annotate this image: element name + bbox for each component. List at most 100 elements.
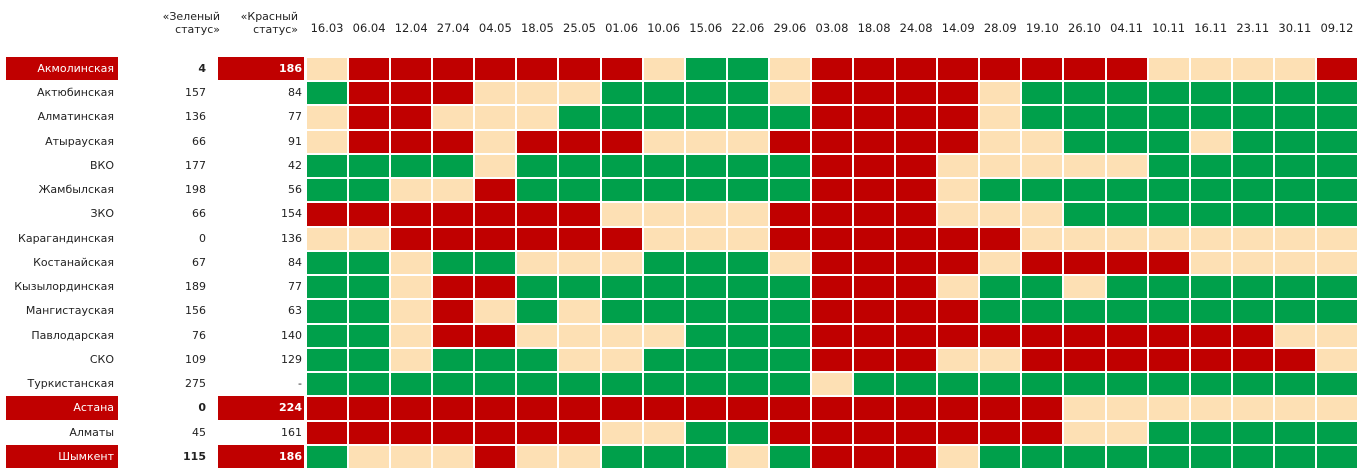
status-cell	[432, 444, 475, 469]
status-cell	[768, 57, 811, 82]
red-count: 186	[218, 57, 304, 81]
status-cell	[684, 444, 727, 469]
status-cell	[1021, 250, 1064, 276]
status-cell	[1273, 105, 1316, 130]
status-cell	[1231, 178, 1274, 203]
status-cell	[600, 226, 643, 251]
status-cell	[390, 129, 433, 154]
status-cell	[810, 226, 854, 251]
status-cell	[558, 347, 601, 373]
status-cell	[726, 372, 769, 397]
status-cell	[895, 250, 938, 276]
status-cell	[558, 202, 601, 227]
status-cell	[1147, 105, 1190, 130]
red-count: 84	[288, 255, 302, 269]
status-cell	[600, 105, 643, 130]
date-label: 26.10	[1068, 21, 1101, 35]
status-cell	[1273, 81, 1316, 106]
status-cell	[895, 347, 938, 373]
status-cell	[1315, 153, 1358, 179]
status-cell	[937, 178, 980, 203]
status-cell	[726, 250, 769, 276]
status-cell	[642, 323, 685, 348]
status-cell	[1231, 444, 1274, 469]
status-cell	[1315, 275, 1358, 300]
status-cell	[1189, 202, 1232, 227]
status-cell	[1315, 372, 1358, 397]
status-cell	[642, 396, 685, 421]
status-cell	[684, 372, 727, 397]
status-cell	[1063, 105, 1106, 130]
status-cell	[516, 347, 559, 373]
status-cell	[474, 444, 517, 469]
status-cell	[558, 396, 601, 421]
status-cell	[810, 81, 854, 106]
status-cell	[1063, 275, 1106, 300]
status-cell	[810, 299, 854, 324]
status-cell	[348, 153, 391, 179]
status-cell	[348, 299, 391, 324]
status-cell	[306, 57, 349, 82]
green-count: 189	[185, 280, 206, 294]
date-label: 18.05	[520, 21, 554, 35]
status-cell	[810, 178, 854, 203]
green-count: 177	[185, 158, 206, 172]
status-cell	[937, 275, 980, 300]
status-cell	[348, 81, 391, 106]
status-cell	[1147, 226, 1190, 251]
date-label: 12.04	[394, 21, 428, 35]
status-cell	[1231, 420, 1274, 445]
status-cell	[600, 275, 643, 300]
status-cell	[1231, 202, 1274, 227]
status-cell	[1021, 81, 1064, 106]
status-cell	[937, 299, 980, 324]
status-cell	[979, 57, 1022, 82]
status-cell	[979, 372, 1022, 397]
status-cell	[979, 420, 1022, 445]
red-count: 161	[281, 425, 302, 439]
status-cell	[474, 153, 517, 179]
status-cell	[1021, 129, 1064, 154]
status-cell	[1273, 275, 1316, 300]
status-cell	[768, 202, 811, 227]
status-cell	[895, 178, 938, 203]
status-cell	[558, 420, 601, 445]
status-cell	[726, 129, 769, 154]
status-cell	[895, 81, 938, 106]
region-name: Жамбылская	[38, 183, 114, 197]
status-cell	[390, 250, 433, 276]
status-cell	[390, 323, 433, 348]
status-cell	[937, 81, 980, 106]
status-cell	[1231, 323, 1274, 348]
status-cell	[600, 57, 643, 82]
status-cell	[348, 57, 391, 82]
status-cell	[474, 57, 517, 82]
status-cell	[1189, 226, 1232, 251]
region-name: Алматинская	[37, 110, 114, 124]
status-cell	[306, 153, 349, 179]
status-cell	[810, 105, 854, 130]
green-count: 76	[192, 328, 206, 342]
status-cell	[306, 347, 349, 373]
status-cell	[1021, 275, 1064, 300]
status-cell	[684, 323, 727, 348]
status-cell	[1105, 81, 1148, 106]
status-cell	[1021, 57, 1064, 82]
status-cell	[1105, 178, 1148, 203]
status-cell	[306, 372, 349, 397]
status-cell	[937, 129, 980, 154]
status-cell	[1315, 396, 1358, 421]
date-label: 01.06	[605, 21, 639, 35]
status-cell	[390, 299, 433, 324]
status-cell	[600, 420, 643, 445]
status-cell	[1231, 299, 1274, 324]
status-cell	[979, 202, 1022, 227]
status-cell	[768, 105, 811, 130]
status-cell	[1063, 57, 1106, 82]
status-cell	[1189, 57, 1232, 82]
status-cell	[684, 57, 727, 82]
region-name: Алматы	[69, 425, 114, 439]
green-count: 0	[199, 231, 206, 245]
red-count: 224	[218, 396, 304, 420]
status-cell	[432, 129, 475, 154]
